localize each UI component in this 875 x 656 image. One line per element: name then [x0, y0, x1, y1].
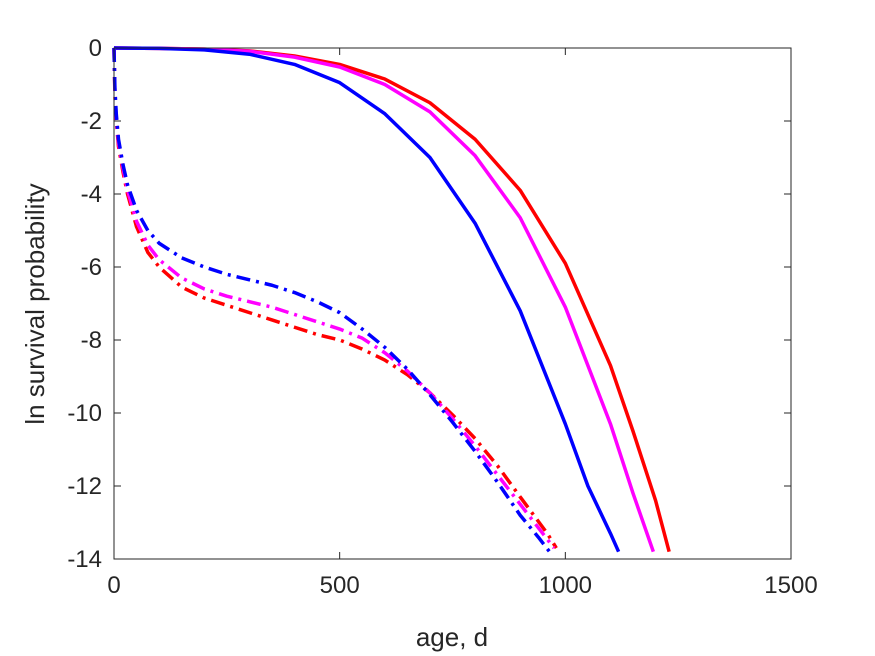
series-line-3 — [113, 46, 621, 553]
y-axis-label: ln survival probability — [20, 183, 50, 424]
y-tick-label: 0 — [89, 35, 102, 62]
y-tick-label: -14 — [67, 546, 102, 573]
series-layer — [112, 46, 671, 553]
x-tick-labels: 0 500 1000 1500 — [107, 572, 817, 599]
x-tick-label: 1000 — [539, 572, 592, 599]
y-tick-label: -6 — [81, 254, 102, 281]
x-tick-label: 0 — [107, 572, 120, 599]
x-tick-label: 500 — [320, 572, 360, 599]
x-tick-label: 1500 — [764, 572, 817, 599]
axes-frame — [113, 47, 792, 560]
y-tick-labels: 0 -2 -4 -6 -8 -10 -12 -14 — [67, 35, 102, 573]
x-axis-label: age, d — [416, 622, 488, 652]
y-tick-label: -8 — [81, 327, 102, 354]
series-line-6 — [112, 47, 551, 553]
y-tick-label: -4 — [81, 181, 102, 208]
y-tick-label: -2 — [81, 108, 102, 135]
y-tick-label: -10 — [67, 400, 102, 427]
y-tick-label: -12 — [67, 473, 102, 500]
series-line-4 — [112, 47, 558, 549]
